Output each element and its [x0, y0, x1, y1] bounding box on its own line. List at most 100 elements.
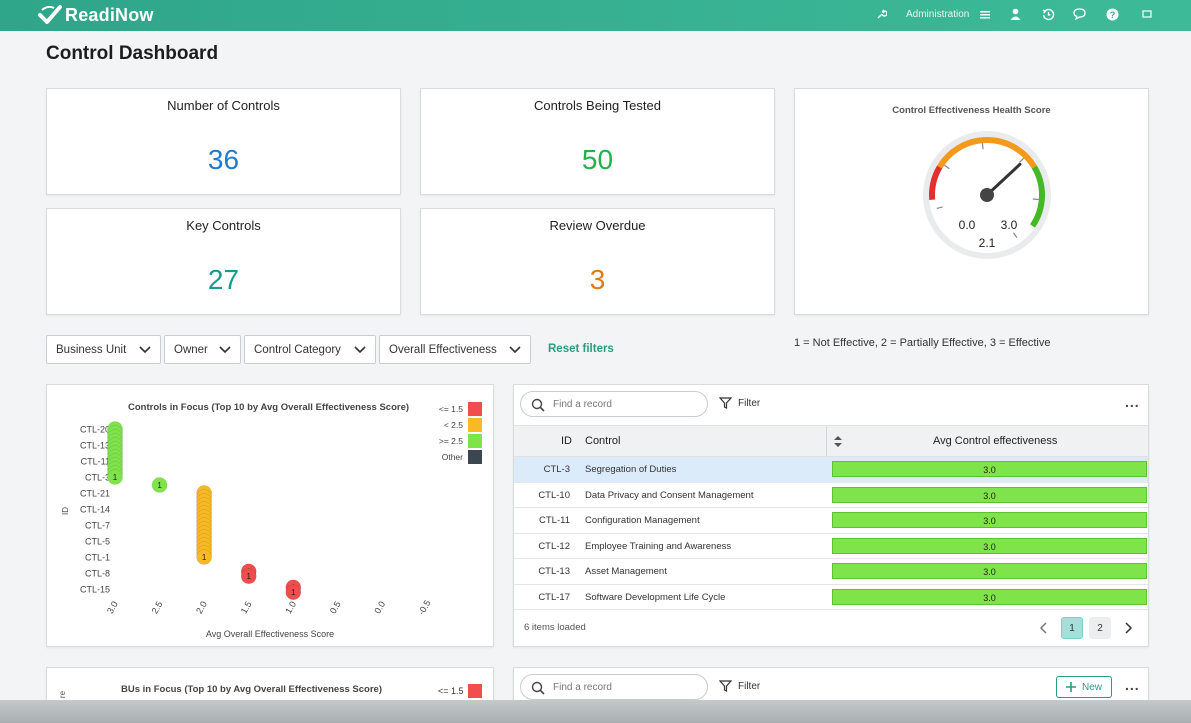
checkmark-logo-icon: [38, 5, 62, 24]
x-tick-label: 1.0: [283, 600, 298, 616]
x-axis-label: Avg Overall Effectiveness Score: [206, 629, 334, 639]
cell-id: CTL-3: [543, 464, 570, 475]
data-point: [240, 568, 257, 584]
legend-label: < 2.5: [444, 420, 463, 430]
business-unit-filter-label: Business Unit: [56, 343, 127, 356]
kpi-label: Review Overdue: [549, 218, 646, 233]
search-placeholder: Find a record: [553, 398, 612, 410]
column-header-id[interactable]: ID: [561, 435, 572, 447]
y-tick-label: CTL-11: [81, 457, 110, 467]
chevron-down-icon: [354, 346, 366, 354]
kpi-label: Key Controls: [186, 218, 261, 233]
more-options-icon[interactable]: ...: [1125, 677, 1140, 693]
filter-label: Filter: [738, 680, 761, 692]
search-input[interactable]: Find a record: [520, 391, 708, 417]
legend-label: <= 1.5: [439, 404, 463, 414]
new-button-label: New: [1081, 681, 1102, 693]
filter-icon: [719, 680, 732, 692]
gauge-tick: [981, 143, 984, 150]
table-row[interactable]: CTL-13 Asset Management 3.0: [514, 559, 1148, 585]
page-2-button[interactable]: 2: [1089, 617, 1111, 639]
table-row[interactable]: CTL-17 Software Development Life Cycle 3…: [514, 585, 1148, 610]
new-button[interactable]: New: [1056, 676, 1112, 698]
hamburger-menu-icon[interactable]: [977, 6, 993, 22]
column-header-avg-control-effectiveness[interactable]: Avg Control effectiveness: [933, 435, 1058, 447]
grid-header: ID Control Avg Control effectiveness: [514, 425, 1148, 457]
gauge-min-label: 0.0: [959, 218, 976, 232]
controls-grid-card: Find a record Filter ... ID Control Avg …: [513, 384, 1149, 647]
more-options-icon[interactable]: ...: [1125, 394, 1140, 410]
y-axis-label-fragment: re: [58, 690, 68, 699]
fullscreen-icon[interactable]: [1139, 6, 1155, 22]
chart-title: Controls in Focus (Top 10 by Avg Overall…: [128, 402, 410, 413]
filter-button[interactable]: Filter: [719, 397, 760, 409]
history-icon[interactable]: [1040, 6, 1056, 22]
gauge-value-label: 2.1: [979, 236, 996, 250]
controls-in-focus-scatter: CTL-20CTL-13CTL-11CTL-3CTL-21CTL-14CTL-7…: [61, 402, 482, 639]
chevron-down-icon: [509, 346, 521, 354]
owner-filter[interactable]: Owner: [164, 335, 241, 364]
kpi-card-key-controls[interactable]: Key Controls 27: [46, 208, 401, 315]
y-tick-label: CTL-8: [85, 569, 110, 579]
wrench-icon[interactable]: [873, 6, 889, 22]
legend-swatch: [468, 418, 482, 432]
reset-filters-link[interactable]: Reset filters: [548, 343, 614, 355]
svg-text:?: ?: [1109, 10, 1115, 20]
y-tick-label: CTL-20: [80, 425, 110, 435]
table-row[interactable]: CTL-12 Employee Training and Awareness 3…: [514, 534, 1148, 559]
column-header-control[interactable]: Control: [585, 435, 621, 447]
chat-icon[interactable]: [1071, 6, 1087, 22]
chevron-left-icon[interactable]: [1039, 622, 1047, 634]
health-score-gauge: 0.0 3.0 2.1: [923, 131, 1051, 259]
overall-effectiveness-filter[interactable]: Overall Effectiveness: [379, 335, 531, 364]
kpi-card-controls-being-tested[interactable]: Controls Being Tested 50: [420, 88, 775, 195]
overall-effectiveness-filter-label: Overall Effectiveness: [389, 343, 497, 356]
cell-id: CTL-12: [538, 540, 570, 552]
cell-control: Data Privacy and Consent Management: [585, 489, 754, 501]
data-point-label: 1: [157, 481, 162, 490]
x-tick-label: 2.0: [194, 600, 209, 616]
user-icon[interactable]: [1007, 6, 1023, 22]
cell-id: CTL-11: [539, 515, 570, 526]
y-tick-label: CTL-5: [85, 537, 110, 547]
gauge-tick: [936, 206, 943, 210]
cell-control: Segregation of Duties: [585, 464, 677, 475]
controls-in-focus-chart-card: Controls in Focus (Top 10 by Avg Overall…: [46, 384, 494, 647]
y-tick-label: CTL-13: [80, 441, 110, 451]
x-tick-label: 0.0: [372, 600, 387, 616]
administration-menu[interactable]: Administration: [906, 9, 970, 20]
data-point: [285, 584, 302, 600]
filter-label: Filter: [738, 397, 761, 409]
kpi-card-review-overdue[interactable]: Review Overdue 3: [420, 208, 775, 315]
sort-icon[interactable]: [834, 436, 842, 447]
y-tick-label: CTL-3: [85, 473, 110, 483]
help-icon[interactable]: ?: [1104, 6, 1120, 22]
table-row[interactable]: CTL-10 Data Privacy and Consent Manageme…: [514, 483, 1148, 508]
chevron-right-icon[interactable]: [1125, 622, 1133, 634]
effectiveness-bar: 3.0: [832, 486, 1147, 503]
kpi-value: 36: [207, 144, 240, 175]
table-row[interactable]: CTL-11 Configuration Management 3.0: [514, 508, 1148, 534]
legend-swatch: [468, 684, 482, 698]
kpi-value: 3: [589, 264, 606, 295]
table-row[interactable]: CTL-3 Segregation of Duties 3.0: [514, 457, 1148, 483]
window-bottom-edge: [0, 700, 1191, 723]
control-category-filter[interactable]: Control Category: [244, 335, 376, 364]
filter-button[interactable]: Filter: [719, 680, 760, 692]
effectiveness-scale-legend: 1 = Not Effective, 2 = Partially Effecti…: [794, 337, 1051, 349]
chevron-down-icon: [139, 346, 151, 354]
y-tick-label: CTL-21: [80, 489, 110, 499]
readinow-logo[interactable]: ReadiNow: [38, 4, 154, 26]
kpi-card-number-of-controls[interactable]: Number of Controls 36: [46, 88, 401, 195]
x-tick-label: 2.5: [150, 600, 165, 616]
items-loaded-text: 6 items loaded: [524, 622, 586, 633]
page-1-button[interactable]: 1: [1061, 617, 1083, 639]
effectiveness-bar: 3.0: [832, 512, 1147, 528]
business-unit-filter[interactable]: Business Unit: [46, 335, 161, 364]
search-icon: [531, 398, 545, 412]
cell-control: Software Development Life Cycle: [585, 591, 726, 603]
gauge-tick: [1012, 232, 1018, 238]
search-input[interactable]: Find a record: [520, 674, 708, 700]
cell-id: CTL-13: [538, 566, 570, 577]
control-category-filter-label: Control Category: [254, 343, 341, 356]
